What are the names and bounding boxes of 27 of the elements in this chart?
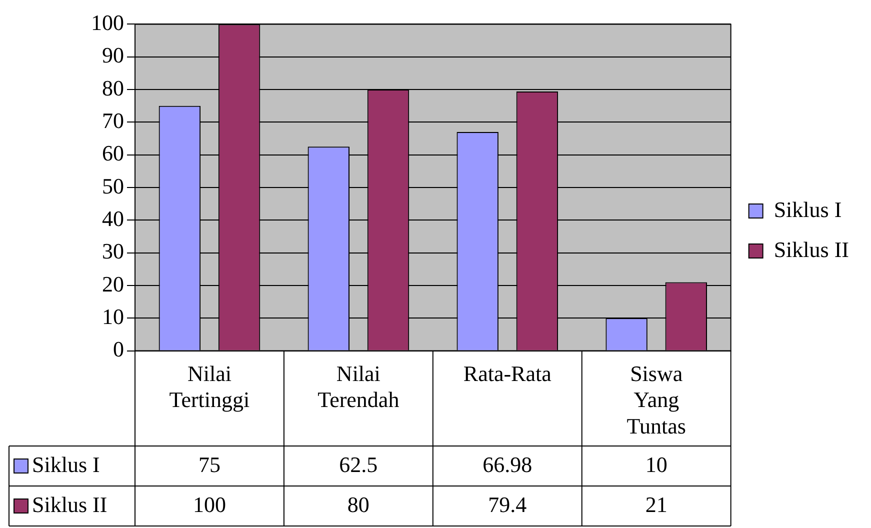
y-tick-label: 100: [91, 10, 124, 35]
data-label: 62.5: [339, 452, 378, 477]
y-tick-label: 60: [102, 140, 124, 166]
y-tick-label: 70: [102, 108, 124, 133]
legend-label: Siklus II: [774, 236, 850, 262]
data-label: 79.4: [488, 492, 527, 517]
y-tick-label: 30: [102, 238, 124, 264]
data-label: 100: [192, 492, 226, 517]
data-label: 66.98: [482, 452, 532, 477]
x-tick-label: Nilai Tertinggi: [169, 360, 250, 412]
y-tick-label: 40: [102, 206, 124, 231]
y-tick-label: 10: [102, 304, 124, 329]
text: Siklus I: [774, 196, 842, 222]
data-label: 80: [347, 492, 370, 517]
y-tick-label: 50: [102, 173, 124, 198]
y-tick-label: 90: [102, 42, 124, 68]
x-tick-label: Nilai Terendah: [318, 360, 400, 412]
y-tick-label: 80: [102, 75, 124, 100]
y-tick-label: 20: [102, 271, 124, 296]
data-label: 75: [198, 452, 220, 477]
x-tick-label: Siswa Yang Tuntas: [626, 360, 686, 439]
legend-label: Siklus I: [32, 452, 100, 477]
text: Siklus II: [32, 492, 108, 517]
data-label: 21: [645, 492, 668, 517]
data-label: 10: [645, 452, 668, 477]
y-tick-label: 0: [113, 336, 124, 362]
x-tick-label: Rata-Rata: [463, 360, 552, 386]
